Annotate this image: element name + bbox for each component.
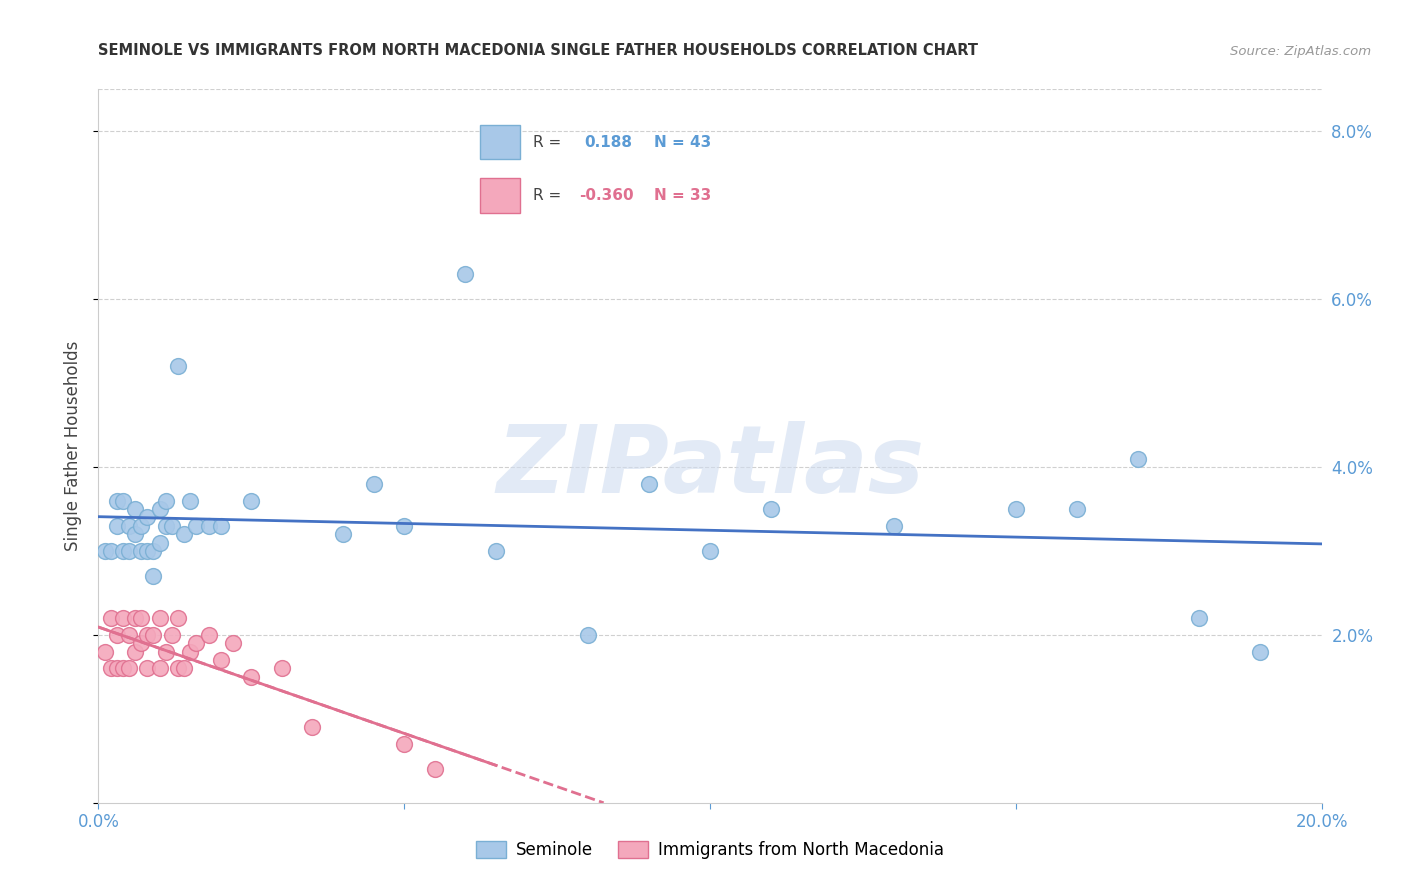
Point: [332, 527, 354, 541]
Point: [197, 518, 219, 533]
Point: [124, 527, 146, 541]
Point: [136, 628, 159, 642]
Point: [1066, 502, 1088, 516]
Point: [454, 267, 477, 281]
Point: [485, 544, 508, 558]
Point: [637, 476, 661, 491]
Point: [155, 518, 177, 533]
Point: [392, 518, 416, 533]
Point: [118, 518, 141, 533]
Point: [1004, 502, 1026, 516]
Point: [1249, 645, 1271, 659]
Point: [1188, 611, 1211, 625]
Point: [100, 611, 122, 625]
Point: [93, 544, 115, 558]
Point: [155, 645, 177, 659]
Point: [759, 502, 782, 516]
Point: [118, 661, 141, 675]
Point: [179, 645, 201, 659]
Point: [155, 493, 177, 508]
Point: [576, 628, 599, 642]
Point: [129, 518, 152, 533]
Point: [129, 544, 152, 558]
Point: [124, 611, 146, 625]
Y-axis label: Single Father Households: Single Father Households: [65, 341, 83, 551]
Point: [105, 518, 128, 533]
Point: [173, 661, 195, 675]
Point: [392, 737, 416, 751]
Point: [111, 661, 134, 675]
Point: [136, 661, 159, 675]
Point: [301, 720, 323, 734]
Point: [124, 502, 146, 516]
Text: SEMINOLE VS IMMIGRANTS FROM NORTH MACEDONIA SINGLE FATHER HOUSEHOLDS CORRELATION: SEMINOLE VS IMMIGRANTS FROM NORTH MACEDO…: [98, 43, 979, 58]
Point: [105, 628, 128, 642]
Point: [129, 636, 152, 650]
Point: [167, 359, 190, 374]
Point: [209, 653, 232, 667]
Point: [423, 762, 446, 776]
Text: ZIPatlas: ZIPatlas: [496, 421, 924, 514]
Point: [124, 645, 146, 659]
Point: [105, 661, 128, 675]
Point: [136, 510, 159, 524]
Point: [136, 544, 159, 558]
Point: [142, 544, 165, 558]
Point: [149, 502, 172, 516]
Point: [186, 518, 208, 533]
Point: [222, 636, 245, 650]
Point: [118, 544, 141, 558]
Point: [149, 611, 172, 625]
Text: Source: ZipAtlas.com: Source: ZipAtlas.com: [1230, 45, 1371, 58]
Point: [179, 493, 201, 508]
Point: [142, 569, 165, 583]
Point: [105, 493, 128, 508]
Point: [209, 518, 232, 533]
Point: [100, 661, 122, 675]
Point: [160, 628, 183, 642]
Point: [240, 493, 263, 508]
Point: [160, 518, 183, 533]
Point: [167, 661, 190, 675]
Point: [197, 628, 219, 642]
Point: [142, 628, 165, 642]
Point: [167, 611, 190, 625]
Point: [149, 535, 172, 549]
Point: [883, 518, 905, 533]
Point: [699, 544, 721, 558]
Point: [363, 476, 385, 491]
Legend: Seminole, Immigrants from North Macedonia: Seminole, Immigrants from North Macedoni…: [470, 834, 950, 866]
Point: [111, 611, 134, 625]
Point: [186, 636, 208, 650]
Point: [100, 544, 122, 558]
Point: [240, 670, 263, 684]
Point: [129, 611, 152, 625]
Point: [270, 661, 292, 675]
Point: [1128, 451, 1150, 466]
Point: [149, 661, 172, 675]
Point: [111, 493, 134, 508]
Point: [93, 645, 115, 659]
Point: [118, 628, 141, 642]
Point: [111, 544, 134, 558]
Point: [173, 527, 195, 541]
